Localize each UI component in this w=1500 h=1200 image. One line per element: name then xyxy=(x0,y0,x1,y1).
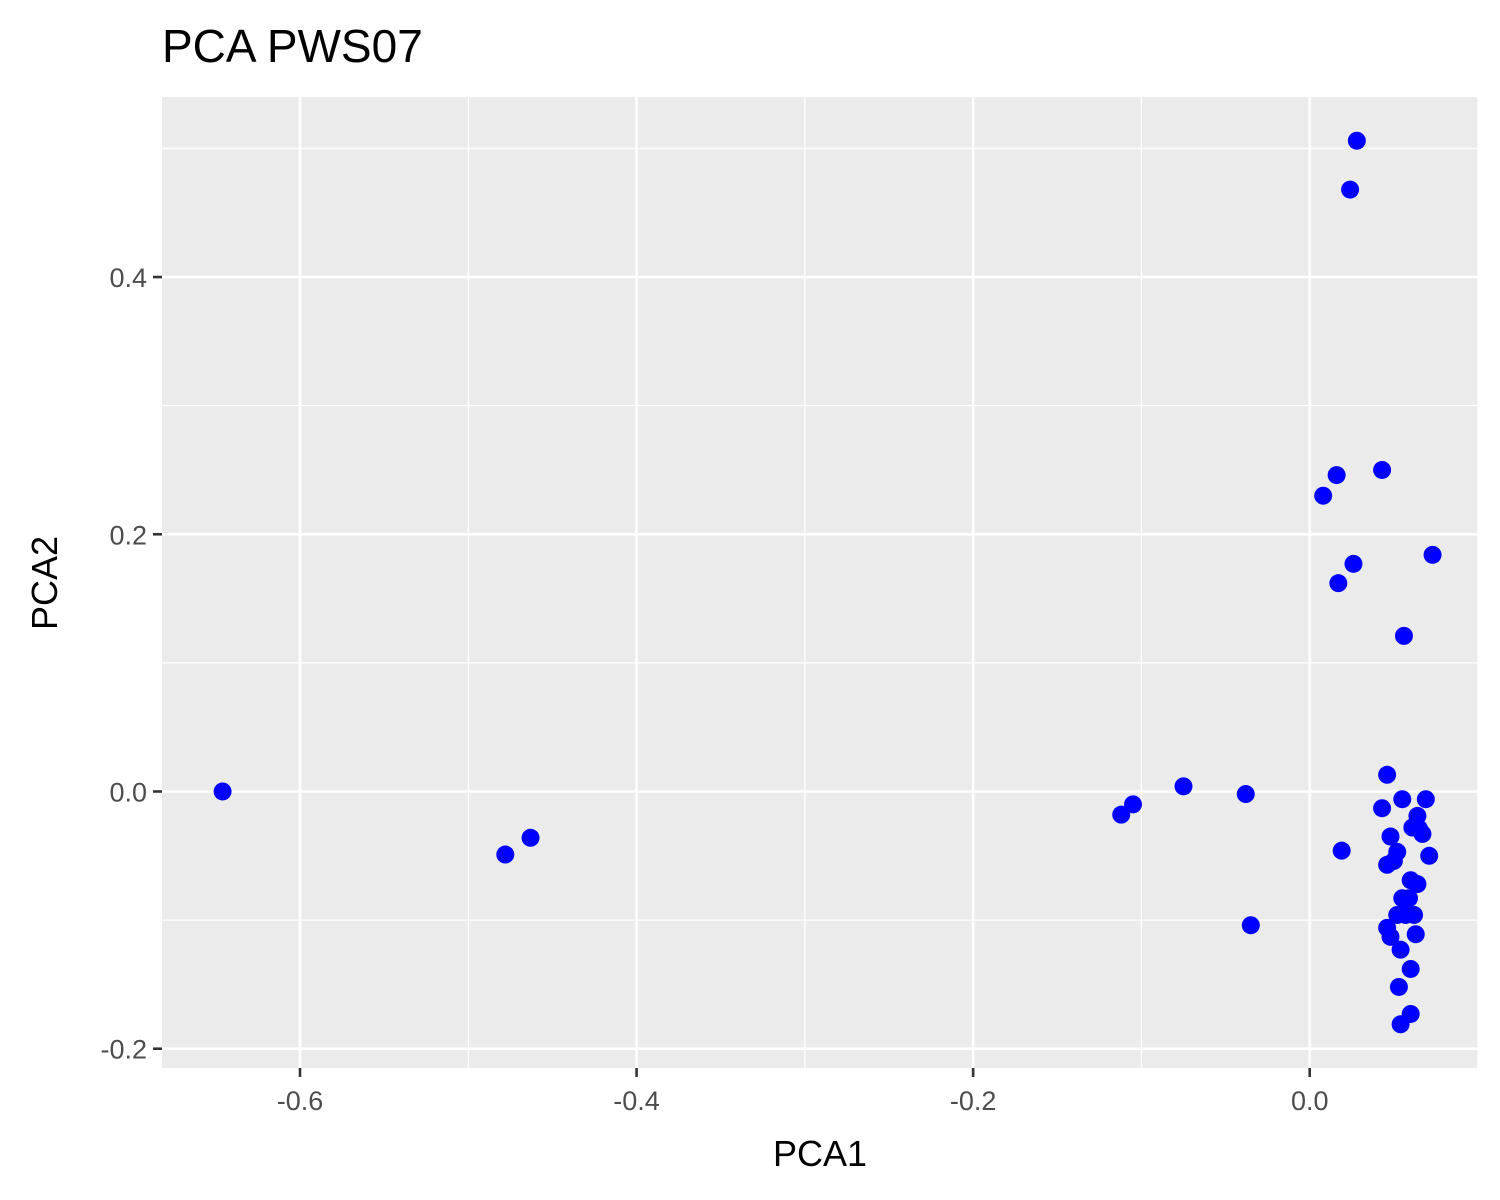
x-axis: -0.6 -0.4 -0.2 0.0 xyxy=(277,1068,1329,1116)
data-point xyxy=(1381,927,1400,946)
x-tick-label: -0.6 xyxy=(277,1086,324,1116)
data-point xyxy=(213,782,232,801)
grid-minor xyxy=(162,97,1479,1068)
data-point xyxy=(1241,916,1260,935)
data-point xyxy=(1381,827,1400,846)
data-point xyxy=(1416,790,1435,809)
y-tick-label: 0.2 xyxy=(109,520,147,550)
y-tick-label: 0.4 xyxy=(109,263,147,293)
data-point xyxy=(1401,959,1420,978)
data-point xyxy=(1391,940,1410,959)
y-tick-label: 0.0 xyxy=(109,777,147,807)
x-tick-label: -0.4 xyxy=(613,1086,660,1116)
data-point xyxy=(1391,1015,1410,1034)
data-point xyxy=(1394,626,1413,645)
data-point xyxy=(1112,805,1131,824)
data-point xyxy=(496,845,515,864)
data-point xyxy=(1406,925,1425,944)
y-axis: -0.2 0.0 0.2 0.4 xyxy=(100,263,162,1065)
data-point xyxy=(1347,131,1366,150)
data-points xyxy=(213,131,1442,1034)
chart-title: PCA PWS07 xyxy=(162,20,423,72)
data-point xyxy=(1174,777,1193,796)
data-point xyxy=(1378,765,1397,784)
data-point xyxy=(1373,799,1392,818)
data-point xyxy=(1344,554,1363,573)
data-point xyxy=(1393,790,1412,809)
data-point xyxy=(1341,180,1360,199)
data-point xyxy=(1332,841,1351,860)
data-point xyxy=(521,828,540,847)
x-tick-label: -0.2 xyxy=(950,1086,997,1116)
data-point xyxy=(1423,545,1442,564)
grid-major xyxy=(162,97,1478,1068)
data-point xyxy=(1327,466,1346,485)
data-point xyxy=(1378,855,1397,874)
data-point xyxy=(1329,574,1348,593)
data-point xyxy=(1373,460,1392,479)
data-point xyxy=(1314,486,1333,505)
data-point xyxy=(1420,846,1439,865)
data-point xyxy=(1236,785,1255,804)
plot-panel xyxy=(162,97,1478,1068)
data-point xyxy=(1389,977,1408,996)
y-axis-title: PCA2 xyxy=(24,536,65,630)
x-axis-title: PCA1 xyxy=(773,1133,867,1174)
data-point xyxy=(1400,889,1419,908)
x-tick-label: 0.0 xyxy=(1291,1086,1329,1116)
data-point xyxy=(1413,824,1432,843)
data-point xyxy=(1405,905,1424,924)
y-tick-label: -0.2 xyxy=(100,1035,147,1065)
data-point xyxy=(1408,875,1427,894)
data-point xyxy=(1124,795,1143,814)
